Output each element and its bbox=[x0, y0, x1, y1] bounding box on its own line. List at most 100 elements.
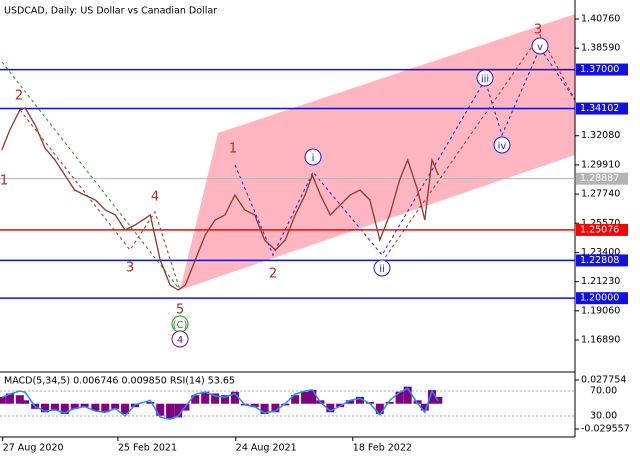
macd-bar bbox=[5, 393, 14, 404]
y-tick-label: 1.23400 bbox=[581, 247, 620, 258]
macd-bar bbox=[91, 403, 100, 411]
macd-bar bbox=[301, 391, 310, 404]
macd-bar bbox=[70, 403, 79, 409]
macd-bar bbox=[356, 396, 364, 404]
macd-bar bbox=[60, 403, 69, 414]
wave-label: ii bbox=[379, 264, 385, 275]
wave-label: (C) bbox=[173, 320, 188, 331]
macd-bar bbox=[271, 403, 280, 413]
macd-bar bbox=[121, 403, 130, 414]
wave-label: iv bbox=[498, 141, 507, 152]
wave-path bbox=[19, 109, 181, 291]
price-line bbox=[1, 107, 439, 291]
y-tick-label: 1.38590 bbox=[581, 43, 620, 54]
wave-label: v bbox=[537, 42, 543, 53]
macd-bar bbox=[221, 395, 229, 404]
macd-bar bbox=[385, 402, 394, 404]
annotation-circle bbox=[493, 136, 511, 154]
rsi-line bbox=[1, 387, 439, 420]
y-tick-label: 1.16890 bbox=[581, 335, 620, 346]
y-tick-label: 1.21230 bbox=[581, 276, 620, 287]
wave-label: i bbox=[312, 153, 315, 164]
level-label: 1.25076 bbox=[580, 224, 619, 235]
wave-label: 3 bbox=[126, 261, 134, 276]
y-tick-label: 0.027754 bbox=[581, 374, 626, 385]
wave-paths bbox=[1, 34, 576, 291]
macd-bar bbox=[428, 390, 436, 404]
macd-bar bbox=[346, 400, 355, 404]
x-tick-label: 27 Aug 2020 bbox=[3, 443, 64, 454]
wave-label: 5 bbox=[176, 303, 184, 318]
wave-label: 4 bbox=[177, 335, 183, 346]
macd-bar bbox=[111, 403, 120, 409]
wave-label: 4 bbox=[151, 190, 159, 205]
macd-bar bbox=[260, 403, 269, 414]
macd-bar bbox=[326, 403, 335, 413]
macd-bar bbox=[15, 395, 24, 404]
macd-bar bbox=[21, 400, 30, 404]
annotation-circle bbox=[476, 69, 494, 87]
wave-label: 1 bbox=[229, 142, 237, 157]
macd-bar bbox=[413, 400, 422, 404]
y-tick-label: 1.32080 bbox=[581, 130, 620, 141]
macd-bar bbox=[41, 403, 49, 413]
level-box bbox=[576, 63, 628, 76]
wave-label: 3 bbox=[534, 23, 542, 38]
x-tick-label: 25 Feb 2021 bbox=[118, 443, 177, 454]
wave-path bbox=[1, 61, 181, 291]
x-tick-label: 18 Feb 2022 bbox=[353, 443, 412, 454]
level-box bbox=[576, 292, 628, 305]
wave-label: 2 bbox=[15, 89, 23, 104]
wave-path bbox=[381, 34, 576, 263]
macd-bar bbox=[0, 396, 6, 404]
macd-bar bbox=[250, 403, 259, 408]
y-tick-label: 1.40760 bbox=[581, 14, 620, 25]
level-label: 1.22808 bbox=[580, 255, 619, 266]
y-tick-label: 1.29910 bbox=[581, 159, 620, 170]
macd-bar bbox=[375, 403, 384, 414]
macd-bar bbox=[308, 390, 317, 404]
macd-bar bbox=[101, 403, 110, 413]
channel bbox=[180, 14, 575, 290]
macd-bar bbox=[291, 395, 300, 404]
y-tick-label: -0.029557 bbox=[581, 424, 630, 435]
macd-bar bbox=[211, 393, 220, 404]
macd-bar bbox=[166, 403, 175, 420]
y-tick-label: 1.27740 bbox=[581, 189, 620, 200]
macd-bar bbox=[191, 395, 200, 404]
macd-bar bbox=[146, 402, 155, 404]
level-box bbox=[576, 254, 628, 267]
macd-bar bbox=[395, 391, 404, 404]
macd-bar bbox=[230, 391, 239, 404]
y2-tick-label: 70.00 bbox=[590, 386, 617, 397]
level-label: 1.37000 bbox=[580, 64, 619, 75]
wave-label: iii bbox=[481, 74, 489, 85]
annotation-circle bbox=[531, 37, 549, 55]
indicator-title: MACD(5,34,5) 0.006746 0.009850 RSI(14) 5… bbox=[4, 376, 235, 387]
macd-bar bbox=[80, 403, 89, 408]
y-tick-label: 1.25570 bbox=[581, 218, 620, 229]
last-price-label: 1.28887 bbox=[580, 173, 619, 184]
macd-bar bbox=[50, 403, 59, 411]
y2-tick-label: 30.00 bbox=[590, 411, 617, 422]
macd-bar bbox=[156, 403, 165, 416]
last-price-box bbox=[576, 172, 628, 185]
x-tick-label: 24 Aug 2021 bbox=[236, 443, 297, 454]
chart-title: USDCAD, Daily: US Dollar vs Canadian Dol… bbox=[4, 6, 217, 17]
macd-bar bbox=[174, 403, 183, 418]
level-box bbox=[576, 223, 628, 236]
level-label: 1.20000 bbox=[580, 293, 619, 304]
macd-bar bbox=[403, 386, 412, 404]
macd-bar bbox=[420, 403, 429, 411]
wave-label: 2 bbox=[269, 267, 277, 282]
level-label: 1.34102 bbox=[580, 103, 619, 114]
macd-bar bbox=[281, 403, 290, 406]
wave-path bbox=[234, 46, 576, 257]
y-tick-label: 1.19060 bbox=[581, 305, 620, 316]
macd-bar bbox=[201, 391, 210, 404]
annotation-circle bbox=[304, 148, 322, 166]
level-box bbox=[576, 102, 628, 115]
annotation-circle bbox=[171, 330, 189, 348]
wave-label: 1 bbox=[0, 174, 8, 189]
